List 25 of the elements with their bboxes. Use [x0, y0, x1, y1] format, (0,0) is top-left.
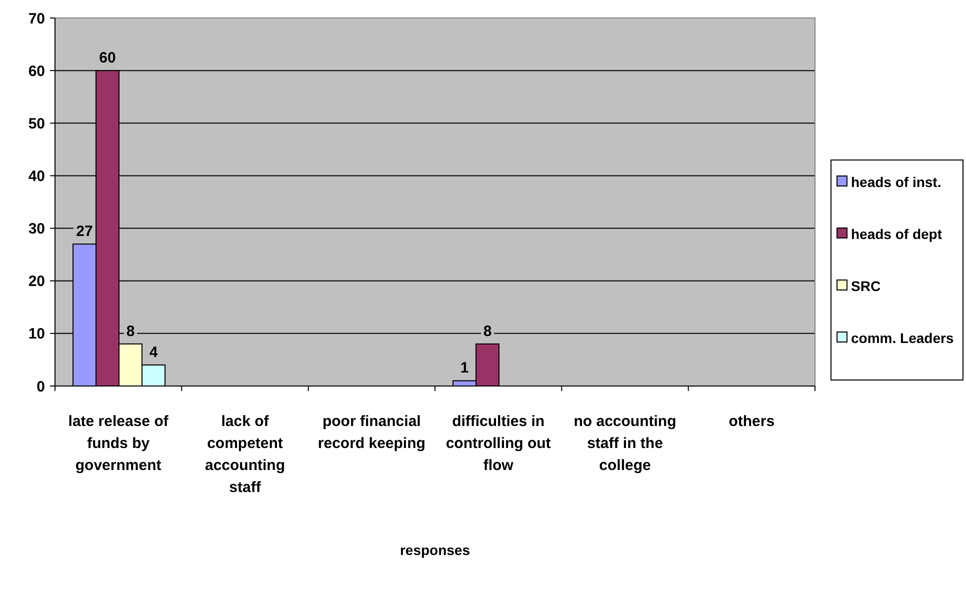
- data-label: 8: [126, 322, 135, 340]
- legend-label: heads of dept: [851, 226, 942, 242]
- legend-label: comm. Leaders: [851, 330, 954, 346]
- x-tick-label: difficulties in controlling out flow: [446, 413, 551, 474]
- y-tick-label: 10: [28, 326, 45, 343]
- legend-label: heads of inst.: [851, 174, 942, 190]
- y-tick-label: 70: [28, 10, 45, 28]
- x-tick-label: no accounting staff in the college: [574, 413, 676, 474]
- x-tick-label: others: [728, 413, 775, 430]
- y-tick-label: 20: [28, 273, 45, 290]
- y-tick-label: 40: [28, 168, 45, 185]
- x-tick-label: late release of funds by government: [68, 413, 170, 474]
- x-axis-title: responses: [400, 542, 470, 558]
- data-label: 4: [149, 344, 158, 361]
- y-tick-label: 60: [28, 62, 45, 80]
- legend-label: SRC: [851, 278, 881, 294]
- data-label: 60: [99, 50, 116, 67]
- data-label: 27: [76, 223, 93, 240]
- y-tick-label: 0: [36, 378, 45, 396]
- data-label: 8: [483, 322, 492, 340]
- y-tick-label: 30: [28, 220, 45, 238]
- data-label: 1: [460, 360, 469, 377]
- x-tick-label: poor financial record keeping: [318, 413, 426, 452]
- y-tick-label: 50: [28, 115, 45, 132]
- x-tick-label: lack of competent accounting staff: [204, 413, 286, 496]
